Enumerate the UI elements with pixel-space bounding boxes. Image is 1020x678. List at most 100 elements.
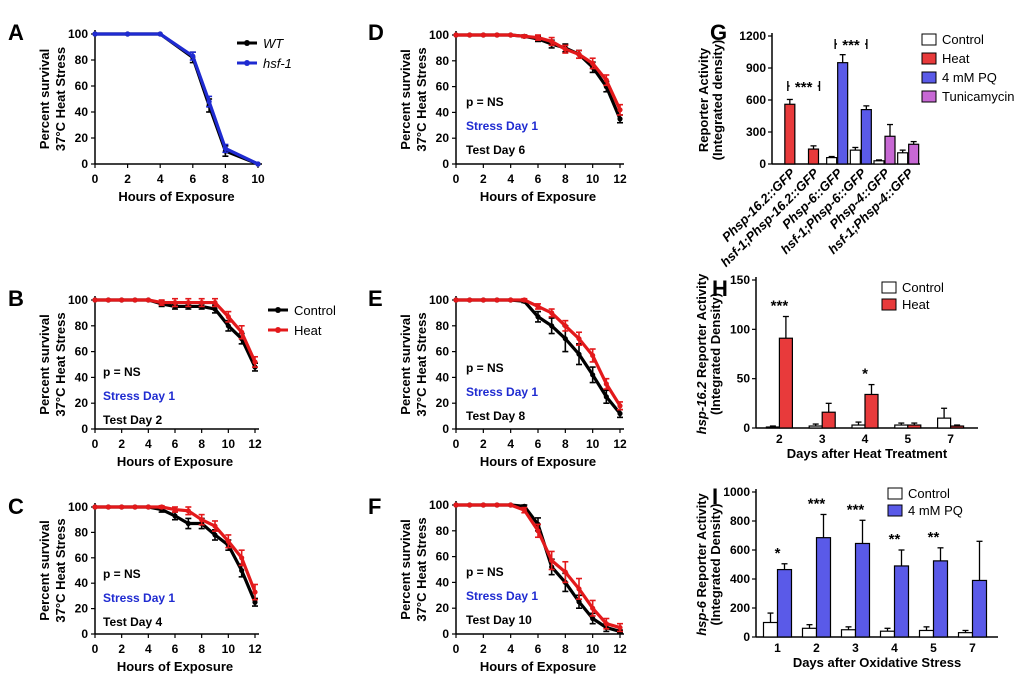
annotation-text: Stress Day 1 <box>103 389 175 403</box>
y-tick-label: 100 <box>429 28 449 42</box>
x-tick-label: 10 <box>586 437 600 451</box>
series-line-WT <box>95 32 259 166</box>
significance-label: * <box>862 366 868 383</box>
y-tick-label: 100 <box>68 293 88 307</box>
x-axis-label: Hours of Exposure <box>480 454 596 469</box>
data-point <box>225 323 231 329</box>
legend-marker <box>275 307 281 313</box>
panel-D: D 0 20 40 60 80 100 0 2 4 6 8 10 12 Percent survival 37… <box>368 20 627 204</box>
data-point <box>453 297 459 303</box>
data-point <box>190 53 196 59</box>
data-point <box>185 299 191 306</box>
x-tick-label: 10 <box>222 437 236 451</box>
bar-Control <box>826 157 838 165</box>
y-tick-label: 40 <box>75 576 89 590</box>
data-point <box>480 502 486 508</box>
y-tick-label: 40 <box>436 105 450 119</box>
data-point <box>252 599 258 605</box>
panel-label-G: G <box>710 20 727 45</box>
data-point <box>576 586 582 592</box>
panel-G: G 0 300 600 900 1200 Reporter Activity (Integra… <box>696 20 1014 270</box>
legend-entry: Control <box>942 32 984 47</box>
data-point <box>494 297 500 303</box>
data-point <box>562 569 568 575</box>
y-axis-label: 37°C Heat Stress <box>414 47 429 151</box>
data-point <box>521 507 527 513</box>
data-point <box>199 299 205 306</box>
x-tick-label: 8 <box>198 642 205 656</box>
data-point <box>603 381 609 387</box>
bar-Control <box>897 152 909 165</box>
significance-label: *** <box>842 37 860 54</box>
x-axis-label: Days after Oxidative Stress <box>793 655 961 670</box>
annotation-text: Stress Day 1 <box>466 385 538 399</box>
annotation-text: Test Day 8 <box>466 409 525 423</box>
data-point <box>576 599 582 605</box>
data-point <box>212 306 218 312</box>
bar-Control <box>765 426 781 429</box>
data-point <box>603 77 609 83</box>
significance-label: * <box>775 545 781 562</box>
y-tick-label: 0 <box>442 157 449 171</box>
y-tick-label: 20 <box>436 131 450 145</box>
x-tick-label: 10 <box>251 172 265 186</box>
x-tick-label: 3 <box>819 432 826 446</box>
series-line-hsf-1 <box>95 32 259 166</box>
data-point <box>239 329 245 335</box>
x-tick-label: 3 <box>852 641 859 655</box>
data-point <box>508 32 514 38</box>
x-tick-label: 2 <box>813 641 820 655</box>
data-point <box>508 297 514 303</box>
x-tick-label: 8 <box>222 172 229 186</box>
bar-4-mM-PQ <box>971 579 988 638</box>
data-point <box>521 33 527 39</box>
data-point <box>222 145 228 151</box>
y-tick-label: 60 <box>75 79 89 93</box>
bar-4-mM-PQ <box>854 542 871 638</box>
data-point <box>157 31 163 37</box>
panel-H: H 0 50 100 150 hsp-16.2 Reporter Activity (Int… <box>694 273 978 461</box>
legend-swatch <box>921 52 937 65</box>
y-tick-label: 1200 <box>739 29 766 43</box>
x-tick-label: 8 <box>562 642 569 656</box>
y-tick-label: 150 <box>730 273 750 287</box>
legend-entry: 4 mM PQ <box>908 503 963 518</box>
data-point <box>590 60 596 66</box>
annotation-text: p = NS <box>103 365 141 379</box>
legend-entry: 4 mM PQ <box>942 70 997 85</box>
bar-4-mM-PQ <box>815 537 832 638</box>
y-tick-label: 300 <box>746 125 766 139</box>
data-point <box>562 336 568 342</box>
legend-swatch <box>921 90 937 103</box>
bar-Control <box>957 632 974 638</box>
data-point <box>617 107 623 113</box>
data-point <box>549 323 555 329</box>
y-tick-label: 80 <box>75 53 89 67</box>
bar-4-mM-PQ <box>893 565 910 638</box>
data-point <box>225 314 231 320</box>
significance-bg <box>789 79 818 91</box>
annotation-text: Test Day 4 <box>103 615 162 629</box>
panel-A: A 0 20 40 60 80 100 0 2 4 6 8 10 Percent survival 37°C… <box>8 20 292 204</box>
bar-Heat <box>907 424 922 429</box>
data-point <box>159 299 165 306</box>
data-point <box>172 513 178 519</box>
data-point <box>576 51 582 57</box>
bar-4-mM-PQ <box>837 62 849 165</box>
y-tick-label: 800 <box>730 514 750 528</box>
annotation-text: p = NS <box>466 565 504 579</box>
x-tick-label: 0 <box>453 642 460 656</box>
bar-Control <box>849 149 861 165</box>
x-axis-label: Hours of Exposure <box>117 659 233 674</box>
data-point <box>92 31 98 37</box>
y-tick-label: 100 <box>429 498 449 512</box>
bar-Control <box>801 627 818 638</box>
data-point <box>603 621 609 627</box>
annotation-text: p = NS <box>103 567 141 581</box>
annotation-text: p = NS <box>466 95 504 109</box>
legend-entry: Heat <box>902 297 930 312</box>
x-axis-label: Hours of Exposure <box>480 659 596 674</box>
y-tick-label: 20 <box>75 396 89 410</box>
y-tick-label: 80 <box>75 319 89 333</box>
data-point <box>521 297 527 303</box>
